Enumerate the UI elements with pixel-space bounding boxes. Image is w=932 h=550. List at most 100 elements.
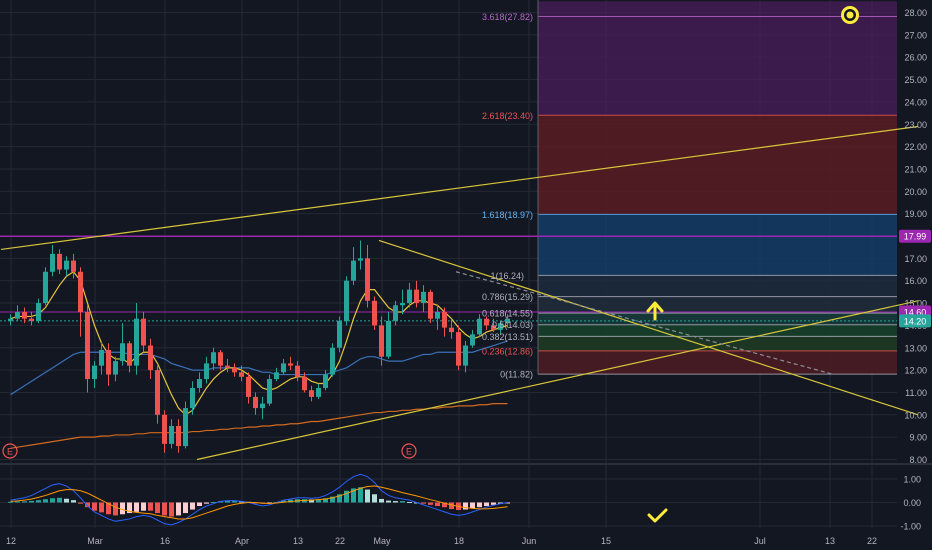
candle[interactable] [239, 365, 244, 382]
candle[interactable] [36, 298, 41, 324]
candle-body [176, 425, 181, 447]
candle[interactable] [428, 289, 433, 324]
fib-label: 0(11.82) [500, 370, 533, 380]
fib-label: 0.382(13.51) [482, 332, 533, 342]
candle[interactable] [120, 323, 125, 366]
earnings-marker[interactable]: E [401, 443, 417, 459]
candle[interactable] [295, 361, 300, 382]
candle[interactable] [498, 320, 503, 335]
candle[interactable] [71, 253, 76, 279]
candle[interactable] [407, 282, 412, 308]
candle[interactable] [113, 356, 118, 382]
macd-line [10, 473, 508, 526]
candle[interactable] [344, 276, 349, 326]
candle[interactable] [22, 307, 27, 324]
candle[interactable] [225, 358, 230, 373]
candle[interactable] [162, 410, 167, 453]
candle[interactable] [449, 318, 454, 339]
macd-histogram-bar [463, 502, 468, 510]
candle[interactable] [211, 347, 216, 371]
candle[interactable] [15, 305, 20, 321]
candle[interactable] [64, 256, 69, 277]
candle[interactable] [43, 267, 48, 306]
candle[interactable] [442, 307, 447, 337]
candle[interactable] [351, 247, 356, 286]
macd-histogram-bar [92, 502, 97, 511]
candle[interactable] [372, 296, 377, 330]
candle[interactable] [288, 356, 293, 371]
candle[interactable] [505, 314, 510, 328]
candle[interactable] [386, 311, 391, 359]
candle[interactable] [169, 419, 174, 449]
candle[interactable] [379, 316, 384, 366]
earnings-marker[interactable]: E [2, 443, 18, 459]
candle[interactable] [127, 341, 132, 373]
macd-pane [8, 473, 510, 526]
candle[interactable] [470, 329, 475, 348]
candle[interactable] [155, 365, 160, 424]
macd-histogram-bar [491, 502, 496, 505]
channel-upper-line[interactable] [0, 125, 919, 251]
candle[interactable] [463, 341, 468, 373]
candle[interactable] [435, 305, 440, 330]
candle[interactable] [365, 244, 370, 308]
candle[interactable] [274, 367, 279, 382]
candle[interactable] [323, 370, 328, 391]
macd-histogram-bar [225, 500, 230, 503]
candle[interactable] [183, 401, 188, 449]
candle[interactable] [330, 343, 335, 377]
candle[interactable] [393, 300, 398, 326]
candle[interactable] [337, 316, 342, 353]
projection-dashed-line[interactable] [455, 271, 835, 376]
candle[interactable] [253, 392, 258, 415]
candle[interactable] [134, 303, 139, 375]
target-icon[interactable] [841, 6, 859, 24]
candle[interactable] [260, 396, 265, 420]
candle[interactable] [267, 374, 272, 406]
candle[interactable] [218, 349, 223, 371]
candle[interactable] [477, 314, 482, 337]
check-icon[interactable] [647, 508, 668, 523]
candle[interactable] [309, 385, 314, 402]
x-tick-label: Jul [754, 536, 766, 546]
candle[interactable] [8, 314, 13, 326]
candle[interactable] [246, 372, 251, 404]
macd-histogram-bar [449, 502, 454, 510]
candle-body [365, 258, 370, 301]
candle[interactable] [302, 372, 307, 393]
candle[interactable] [204, 356, 209, 384]
candle[interactable] [484, 316, 489, 330]
candle[interactable] [176, 419, 181, 453]
candle[interactable] [57, 249, 62, 274]
candle[interactable] [281, 358, 286, 375]
macd-histogram-bar [477, 502, 482, 508]
candle[interactable] [400, 289, 405, 315]
y-tick-label: 20.00 [904, 187, 927, 197]
candle[interactable] [421, 285, 426, 312]
candle[interactable] [491, 318, 496, 333]
candle[interactable] [92, 361, 97, 388]
candle[interactable] [141, 311, 146, 353]
up-arrow-icon[interactable] [646, 301, 664, 321]
trend-lines[interactable] [0, 125, 919, 461]
candle[interactable] [316, 383, 321, 400]
candle[interactable] [78, 267, 83, 337]
candle[interactable] [358, 240, 363, 270]
candle[interactable] [106, 343, 111, 386]
macd-histogram-bar [50, 498, 55, 503]
y-tick-label: 13.00 [904, 343, 927, 353]
candle[interactable] [456, 325, 461, 371]
candle[interactable] [232, 363, 237, 377]
candle[interactable] [50, 244, 55, 277]
channel-lower-line[interactable] [196, 300, 919, 461]
price-candles[interactable] [8, 240, 510, 453]
candle[interactable] [414, 280, 419, 308]
candle[interactable] [85, 305, 90, 393]
candle[interactable] [190, 381, 195, 415]
descending-trendline[interactable] [378, 239, 919, 416]
candle[interactable] [197, 372, 202, 393]
candle[interactable] [99, 341, 104, 375]
candle[interactable] [148, 338, 153, 380]
candle[interactable] [29, 311, 34, 326]
